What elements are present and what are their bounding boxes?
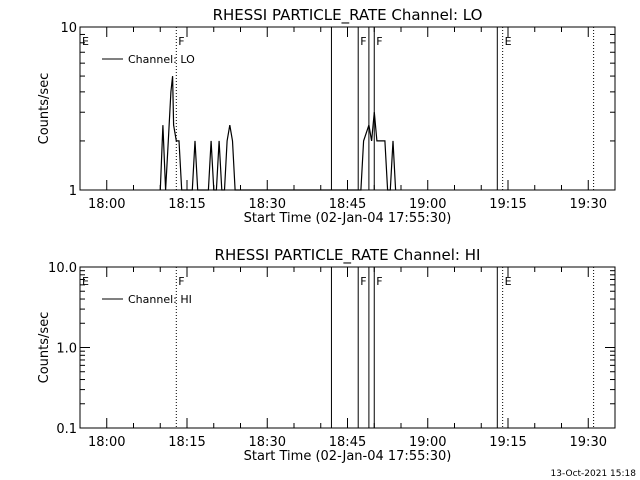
y-tick-label: 1.0 <box>56 342 77 357</box>
x-tick-label: 19:00 <box>409 197 446 212</box>
x-tick-label: 18:45 <box>329 197 366 212</box>
x-tick-label: 19:30 <box>570 435 607 450</box>
event-marker-label: F <box>376 275 382 288</box>
x-tick-label: 18:30 <box>249 435 286 450</box>
hi-channel-panel: RHESSI PARTICLE_RATE Channel: HI 0.1 1.0 10… <box>37 246 616 464</box>
chart-title: RHESSI PARTICLE_RATE Channel: HI <box>215 246 481 265</box>
chart-title: RHESSI PARTICLE_RATE Channel: LO <box>213 6 483 25</box>
event-marker-label: F <box>360 35 366 48</box>
x-axis-label: Start Time (02-Jan-04 17:55:30) <box>244 211 452 226</box>
x-tick-label: 19:15 <box>489 197 526 212</box>
event-marker-label: E <box>505 35 512 48</box>
x-tick-label: 19:15 <box>489 435 526 450</box>
event-marker-label: E <box>82 35 89 48</box>
event-marker-label: F <box>360 275 366 288</box>
event-marker-label: F <box>178 35 184 48</box>
x-tick-label: 18:00 <box>88 197 125 212</box>
date-stamp: 13-Oct-2021 15:18 <box>551 469 637 479</box>
y-tick-label: 1 <box>69 184 77 199</box>
x-tick-label: 18:00 <box>88 435 125 450</box>
x-tick-label: 18:15 <box>168 197 205 212</box>
event-marker-label: E <box>82 275 89 288</box>
event-marker-label: F <box>178 275 184 288</box>
y-tick-label: 0.1 <box>56 422 77 437</box>
event-marker-label: F <box>376 35 382 48</box>
legend-label: Channel: HI <box>128 293 192 306</box>
y-tick-label: 10.0 <box>48 261 77 276</box>
x-tick-label: 19:30 <box>570 197 607 212</box>
x-axis-label: Start Time (02-Jan-04 17:55:30) <box>244 449 452 464</box>
series-line <box>159 76 397 191</box>
y-axis-label: Counts/sec <box>37 73 52 145</box>
y-tick-label: 10 <box>60 21 77 36</box>
x-tick-label: 18:15 <box>168 435 205 450</box>
y-axis-label: Counts/sec <box>37 312 52 384</box>
lo-channel-panel: RHESSI PARTICLE_RATE Channel: LO 1 10 18:00… <box>37 6 616 226</box>
x-tick-label: 19:00 <box>409 435 446 450</box>
event-marker-label: E <box>505 275 512 288</box>
x-tick-label: 18:30 <box>249 197 286 212</box>
legend-label: Channel: LO <box>128 53 195 66</box>
x-tick-label: 18:45 <box>329 435 366 450</box>
